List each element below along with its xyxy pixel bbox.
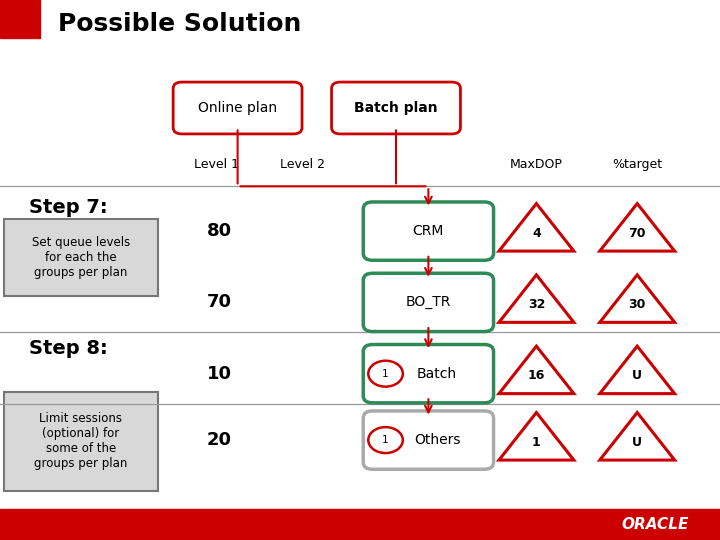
Text: Batch plan: Batch plan [354,101,438,115]
Circle shape [368,361,403,387]
Text: CRM: CRM [413,224,444,238]
Polygon shape [499,346,574,394]
Bar [0,0,40,38]
Polygon shape [600,346,675,394]
Text: Others: Others [414,433,460,447]
Polygon shape [499,275,574,322]
FancyBboxPatch shape [363,202,494,260]
Text: 20: 20 [207,431,232,449]
FancyBboxPatch shape [363,273,494,332]
FancyBboxPatch shape [331,82,461,134]
FancyBboxPatch shape [363,345,494,403]
FancyBboxPatch shape [363,411,494,469]
Text: U: U [632,435,642,449]
Text: ORACLE: ORACLE [621,517,689,532]
Text: 70: 70 [629,226,646,240]
Text: 70: 70 [207,293,232,312]
Polygon shape [600,275,675,322]
Text: 4: 4 [532,226,541,240]
FancyBboxPatch shape [173,82,302,134]
Polygon shape [499,204,574,251]
Text: 10: 10 [207,364,232,383]
Text: Batch: Batch [417,367,457,381]
Text: 1: 1 [382,435,389,445]
Polygon shape [600,204,675,251]
Text: MaxDOP: MaxDOP [510,158,563,171]
Text: Limit sessions
(optional) for
some of the
groups per plan: Limit sessions (optional) for some of th… [35,413,127,470]
Polygon shape [600,413,675,460]
Polygon shape [499,413,574,460]
Bar [0,509,720,540]
Text: Possible Solution: Possible Solution [58,12,301,36]
Text: 1: 1 [382,369,389,379]
Text: 80: 80 [207,222,232,240]
Text: Set queue levels
for each the
groups per plan: Set queue levels for each the groups per… [32,237,130,279]
Text: Step 8:: Step 8: [29,339,107,358]
FancyBboxPatch shape [4,219,158,296]
Text: U: U [632,369,642,382]
Text: Level 1: Level 1 [194,158,238,171]
Text: Level 2: Level 2 [280,158,325,171]
Text: 16: 16 [528,369,545,382]
Text: 1: 1 [532,435,541,449]
Text: BO_TR: BO_TR [405,295,451,309]
FancyBboxPatch shape [4,392,158,491]
Text: 32: 32 [528,298,545,311]
Text: Step 7:: Step 7: [29,198,107,218]
Text: %target: %target [612,158,662,171]
Circle shape [368,427,403,453]
Text: Online plan: Online plan [198,101,277,115]
Text: 30: 30 [629,298,646,311]
